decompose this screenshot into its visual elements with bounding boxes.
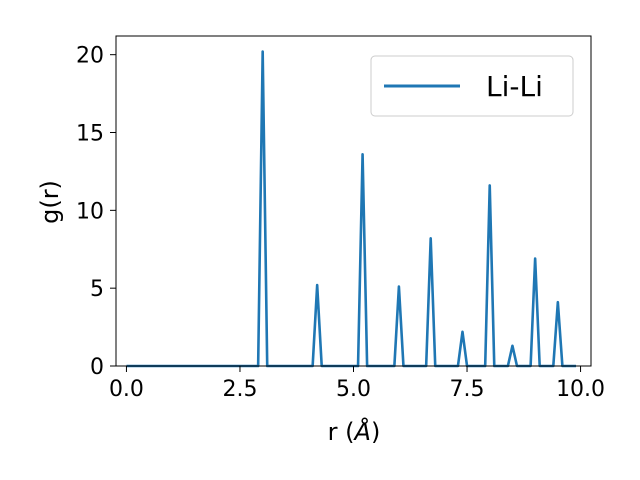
x-tick-label: 2.5: [222, 377, 257, 402]
legend: Li-Li: [370, 55, 574, 117]
x-tick-label: 7.5: [450, 377, 485, 402]
x-tick-label: 10.0: [556, 377, 605, 402]
legend-frame: [370, 55, 574, 117]
y-tick-label: 0: [90, 355, 104, 380]
x-tick-label: 5.0: [336, 377, 371, 402]
y-tick-label: 15: [76, 122, 104, 147]
x-tick-label: 0.0: [109, 377, 144, 402]
x-axis-unit: Å: [353, 417, 371, 446]
axes: 0.0 2.5 5.0 7.5 10.0 0 5 10 15 20: [76, 35, 605, 402]
legend-label: Li-Li: [486, 70, 543, 103]
y-axis-label: g(r): [36, 180, 64, 224]
y-tick-label: 20: [76, 44, 104, 69]
y-tick-label: 5: [90, 277, 104, 302]
y-tick-label: 10: [76, 199, 104, 224]
x-axis-label: r (Å): [328, 417, 381, 446]
